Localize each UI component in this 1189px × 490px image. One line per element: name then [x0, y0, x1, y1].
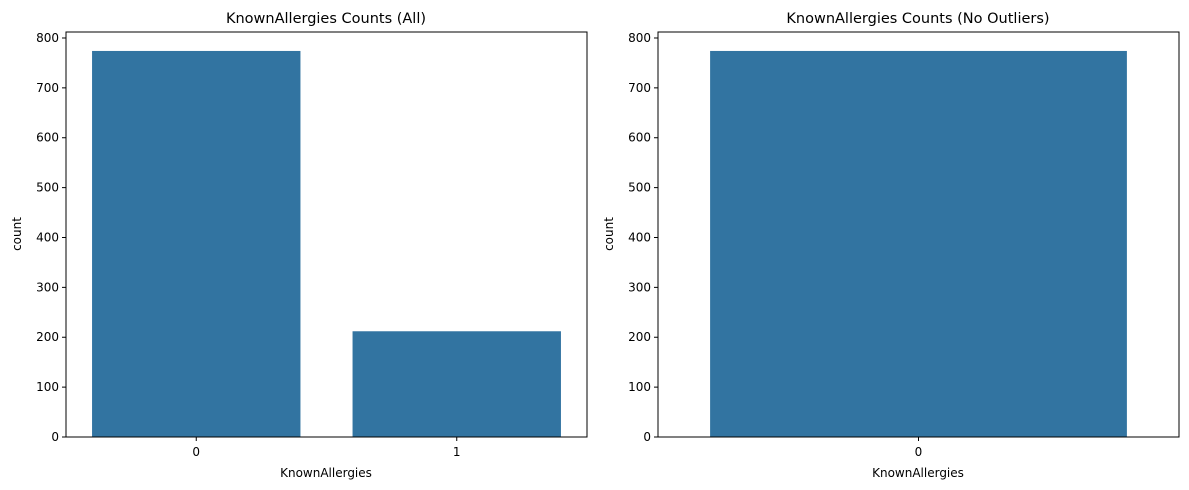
- plot-frame: [657, 31, 1180, 438]
- y-tick-label: 400: [36, 230, 59, 244]
- x-tick-label: 1: [453, 445, 461, 459]
- y-tick-label: 300: [628, 280, 651, 294]
- y-axis-label: count: [10, 217, 24, 251]
- y-tick-label: 500: [628, 181, 651, 195]
- y-tick-label: 300: [36, 280, 59, 294]
- bar-0: [710, 50, 1127, 438]
- y-tick-label: 500: [36, 181, 59, 195]
- x-axis-label: KnownAllergies: [872, 466, 964, 480]
- chart-all: KnownAllergies Counts (All) 010020030040…: [10, 11, 588, 480]
- y-tick-label: 100: [36, 380, 59, 394]
- bar-0: [92, 50, 301, 438]
- y-tick-label: 600: [36, 131, 59, 145]
- plot-frame: [65, 31, 588, 438]
- y-tick-label: 400: [628, 230, 651, 244]
- bars: [710, 50, 1127, 438]
- x-axis-ticks: 0: [915, 437, 923, 459]
- y-axis-ticks: 0 100 200 300 400 500 600 700 800: [628, 31, 658, 444]
- y-tick-label: 800: [36, 31, 59, 45]
- y-tick-label: 100: [628, 380, 651, 394]
- chart-title: KnownAllergies Counts (No Outliers): [786, 11, 1049, 27]
- y-tick-label: 700: [36, 81, 59, 95]
- y-tick-label: 0: [51, 430, 59, 444]
- y-tick-label: 200: [36, 330, 59, 344]
- bars: [92, 50, 561, 438]
- bar-1: [352, 331, 561, 437]
- x-tick-label: 0: [915, 445, 923, 459]
- y-tick-label: 700: [628, 81, 651, 95]
- chart-title: KnownAllergies Counts (All): [226, 11, 426, 27]
- x-tick-label: 0: [192, 445, 200, 459]
- chart-no-outliers: KnownAllergies Counts (No Outliers) 0 100…: [602, 11, 1180, 480]
- y-tick-label: 200: [628, 330, 651, 344]
- x-axis-label: KnownAllergies: [280, 466, 372, 480]
- y-tick-label: 800: [628, 31, 651, 45]
- y-axis-label: count: [602, 217, 616, 251]
- y-axis-ticks: 0 100 200 300 400 500 600 700 800: [36, 31, 66, 444]
- y-tick-label: 600: [628, 131, 651, 145]
- y-tick-label: 0: [643, 430, 651, 444]
